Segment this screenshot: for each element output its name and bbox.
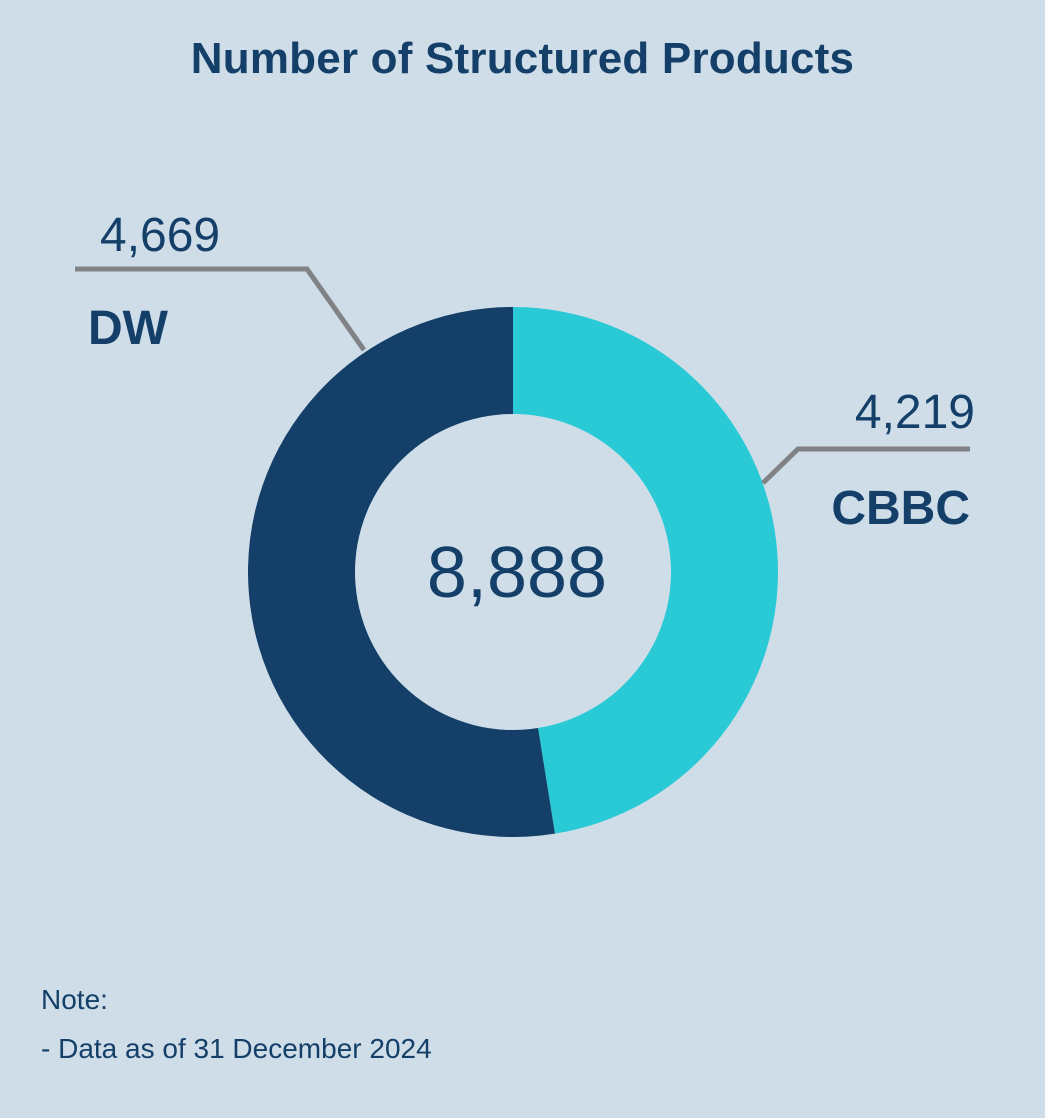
chart-title: Number of Structured Products	[190, 34, 855, 83]
note-label: Note:	[41, 984, 108, 1015]
dw-value-label: 4,669	[100, 209, 220, 262]
dw-leader-line	[75, 266, 367, 352]
dw-category-label: DW	[88, 302, 169, 355]
cbbc-slice	[513, 307, 779, 834]
note-text: - Data as of 31 December 2024	[41, 1033, 432, 1064]
cbbc-category-label: CBBC	[831, 482, 970, 535]
donut-slices	[248, 307, 779, 837]
cbbc-value-label: 4,219	[855, 386, 975, 439]
total-label: 8,888	[427, 533, 607, 613]
cbbc-leader-line	[761, 446, 970, 485]
dw-slice	[248, 307, 555, 837]
